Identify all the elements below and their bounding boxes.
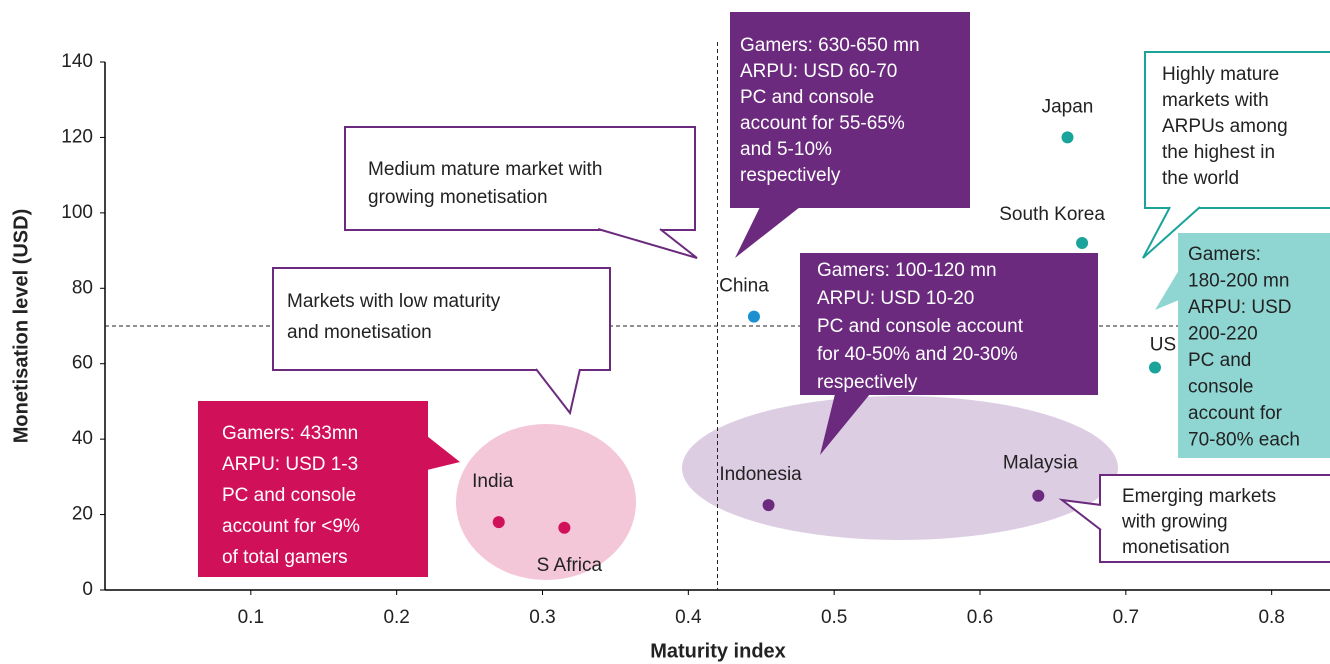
point [492, 516, 505, 529]
callout-box [800, 253, 1098, 395]
y-tick-label: 60 [72, 353, 93, 374]
callout-text: growing monetisation [368, 187, 548, 208]
callout-box [730, 12, 970, 208]
y-tick-label: 120 [61, 126, 93, 147]
callout-text: account for <9% [222, 516, 360, 537]
callout-text: Gamers: 630-650 mn [740, 35, 920, 56]
callout-text: of total gamers [222, 547, 348, 568]
callout-text: console [1188, 377, 1254, 398]
point-label: India [472, 471, 514, 492]
callout-tail [535, 368, 581, 416]
callout-tail [1155, 270, 1179, 310]
x-axis-label: Maturity index [650, 640, 786, 662]
x-tick-label: 0.8 [1258, 607, 1284, 628]
callout-text: with growing [1121, 512, 1228, 533]
callout-text: account for 55-65% [740, 113, 905, 134]
point-label: Japan [1042, 96, 1094, 117]
callout-text: the highest in [1162, 142, 1275, 163]
x-tick-label: 0.2 [383, 607, 409, 628]
y-tick-label: 20 [72, 504, 93, 525]
point [1032, 489, 1045, 502]
callout-text: 200-220 [1188, 324, 1258, 345]
point [1061, 131, 1074, 144]
callout-box [344, 126, 696, 231]
x-tick-label: 0.6 [967, 607, 993, 628]
callout-text: 70-80% each [1188, 430, 1300, 451]
callout-text: PC and console [740, 87, 874, 108]
y-tick-label: 100 [61, 202, 93, 223]
callout-text: ARPU: USD 60-70 [740, 61, 897, 82]
callout-text: ARPUs among [1162, 116, 1288, 137]
callout-text: ARPU: USD 10-20 [817, 288, 974, 309]
point [1076, 237, 1089, 250]
x-tick-label: 0.4 [675, 607, 702, 628]
callout-tail [1142, 206, 1201, 259]
point-label: S Africa [537, 555, 603, 576]
callout-text: respectively [817, 372, 918, 393]
callout-text: monetisation [1122, 537, 1230, 558]
callout-text: Gamers: 100-120 mn [817, 260, 997, 281]
callout-text: 180-200 mn [1188, 271, 1289, 292]
y-tick-label: 40 [72, 428, 93, 449]
emerging-cluster [682, 396, 1118, 540]
callout-text: ARPU: USD [1188, 297, 1291, 318]
y-tick-label: 80 [72, 277, 93, 298]
callout-tail [735, 207, 800, 258]
point [747, 310, 760, 323]
callout-text: Markets with low maturity [287, 291, 501, 312]
callout-text: for 40-50% and 20-30% [817, 344, 1018, 365]
y-tick-label: 140 [61, 51, 93, 72]
point-label: US [1150, 335, 1176, 356]
callout-text: Gamers: 433mn [222, 423, 358, 444]
point-label: China [719, 276, 769, 297]
callout-text: and monetisation [287, 322, 432, 343]
callout-text: the world [1162, 168, 1239, 189]
point [762, 499, 775, 512]
x-tick-label: 0.5 [821, 607, 847, 628]
y-axis-label: Monetisation level (USD) [10, 209, 32, 443]
x-tick-label: 0.1 [238, 607, 264, 628]
callout-tail [427, 436, 460, 470]
callout-text: and 5-10% [740, 139, 832, 160]
callout-box [198, 401, 428, 577]
point [558, 521, 571, 534]
callout-text: PC and console [222, 485, 356, 506]
callout-tail [1058, 498, 1102, 531]
callout-text: Highly mature [1162, 64, 1279, 85]
callout-text: respectively [740, 165, 841, 186]
callout-text: Emerging markets [1122, 486, 1276, 507]
x-tick-label: 0.7 [1113, 607, 1139, 628]
callout-text: PC and console account [817, 316, 1024, 337]
y-tick-label: 0 [82, 579, 93, 600]
callout-tail [820, 394, 870, 455]
callout-text: markets with [1162, 90, 1269, 111]
callout-text: ARPU: USD 1-3 [222, 454, 358, 475]
point-label: Indonesia [719, 464, 802, 485]
callout-text: account for [1188, 403, 1283, 424]
callout-box [1144, 51, 1330, 209]
callout-tail [597, 228, 698, 259]
x-tick-label: 0.3 [529, 607, 555, 628]
callout-text: PC and [1188, 350, 1251, 371]
callout-text: Medium mature market with [368, 159, 602, 180]
callout-box [1178, 233, 1330, 458]
point-label: Malaysia [1003, 453, 1078, 474]
point [1149, 361, 1161, 374]
callout-box [272, 267, 611, 371]
point-label: South Korea [999, 204, 1105, 225]
india-cluster [456, 424, 636, 580]
callout-text: Gamers: [1188, 244, 1261, 265]
